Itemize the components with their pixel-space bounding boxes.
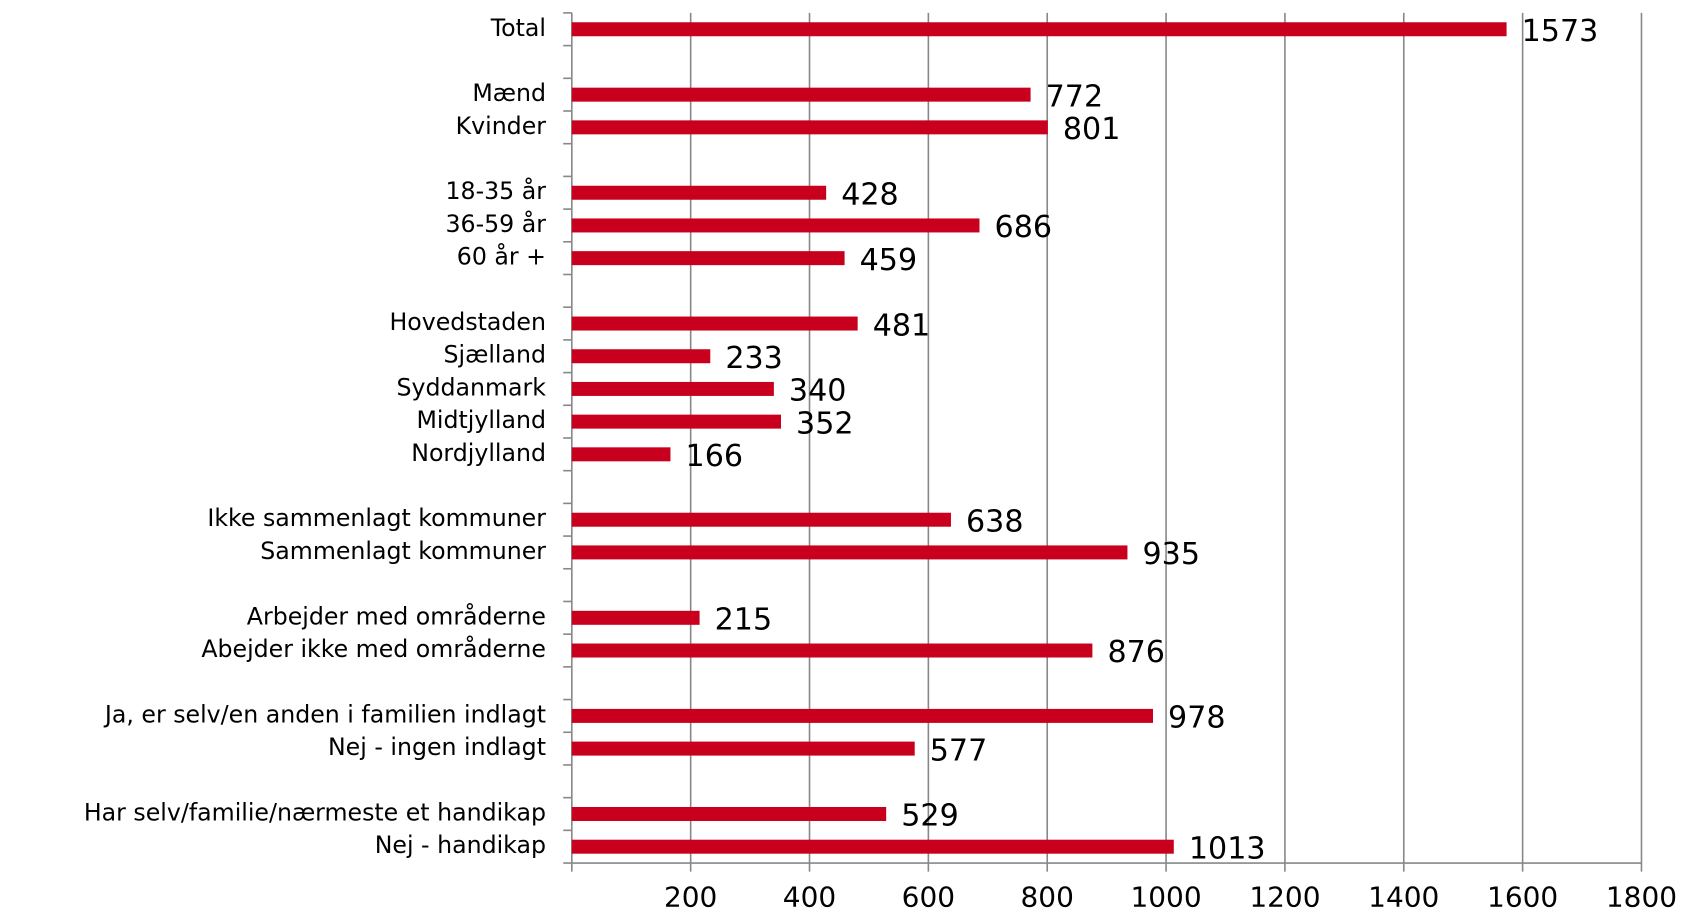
- value-label: 686: [995, 210, 1052, 245]
- value-label: 428: [841, 177, 899, 212]
- value-label: 772: [1046, 79, 1103, 114]
- bar: [571, 447, 671, 462]
- bar: [571, 414, 781, 429]
- category-label: Ikke sammenlagt kommuner: [207, 504, 546, 532]
- bar: [571, 22, 1507, 37]
- bar: [571, 381, 774, 396]
- x-tick-label: 1200: [1249, 881, 1320, 914]
- bar: [571, 610, 700, 625]
- value-label: 233: [725, 341, 783, 376]
- bar: [571, 349, 711, 364]
- category-label: Total: [490, 14, 546, 42]
- value-label: 459: [860, 243, 918, 278]
- value-label: 481: [873, 308, 931, 343]
- bar: [571, 545, 1128, 560]
- bar: [571, 218, 980, 233]
- category-label: Syddanmark: [396, 373, 546, 401]
- category-label: Sjælland: [444, 341, 546, 369]
- x-tick-label: 200: [664, 881, 717, 914]
- bar: [571, 839, 1174, 854]
- bar: [571, 185, 827, 200]
- category-label: 36-59 år: [446, 210, 547, 238]
- bar: [571, 251, 845, 266]
- bar: [571, 741, 915, 756]
- category-label: Hovedstaden: [389, 308, 545, 336]
- category-label: 60 år +: [457, 243, 546, 271]
- category-label: Midtjylland: [416, 406, 546, 434]
- category-label: Ja, er selv/en anden i familien indlagt: [103, 700, 546, 728]
- category-label: Abejder ikke med områderne: [201, 635, 546, 663]
- category-label: Kvinder: [456, 112, 547, 140]
- bar: [571, 512, 951, 527]
- value-label: 935: [1143, 537, 1201, 572]
- bar: [571, 87, 1031, 102]
- category-label: 18-35 år: [446, 177, 547, 205]
- x-tick-label: 1800: [1606, 881, 1677, 914]
- category-label: Mænd: [472, 79, 546, 107]
- value-label: 352: [796, 406, 854, 441]
- category-label: Nordjylland: [411, 439, 546, 467]
- category-label: Nej - handikap: [375, 831, 546, 859]
- value-label: 577: [930, 733, 988, 768]
- bar: [571, 120, 1048, 135]
- value-label: 166: [686, 439, 744, 474]
- category-label: Arbejder med områderne: [247, 602, 546, 630]
- bar: [571, 708, 1153, 723]
- value-label: 876: [1107, 635, 1165, 670]
- value-label: 801: [1063, 112, 1121, 147]
- value-label: 1013: [1189, 831, 1266, 866]
- value-label: 978: [1168, 701, 1226, 736]
- x-tick-label: 800: [1021, 881, 1074, 914]
- category-label: Sammenlagt kommuner: [260, 537, 546, 565]
- category-label: Nej - ingen indlagt: [328, 733, 546, 761]
- value-label: 1573: [1522, 14, 1599, 49]
- x-tick-label: 400: [783, 881, 836, 914]
- category-label: Har selv/familie/nærmeste et handikap: [84, 798, 546, 826]
- x-tick-label: 1400: [1368, 881, 1439, 914]
- value-label: 529: [901, 799, 959, 834]
- value-label: 340: [789, 374, 847, 409]
- x-tick-label: 600: [902, 881, 955, 914]
- bar: [571, 807, 887, 821]
- value-label: 638: [966, 504, 1024, 539]
- bar: [571, 643, 1093, 658]
- x-tick-label: 1600: [1487, 881, 1558, 914]
- x-tick-label: 1000: [1130, 881, 1201, 914]
- value-label: 215: [715, 603, 773, 638]
- bar: [571, 316, 858, 331]
